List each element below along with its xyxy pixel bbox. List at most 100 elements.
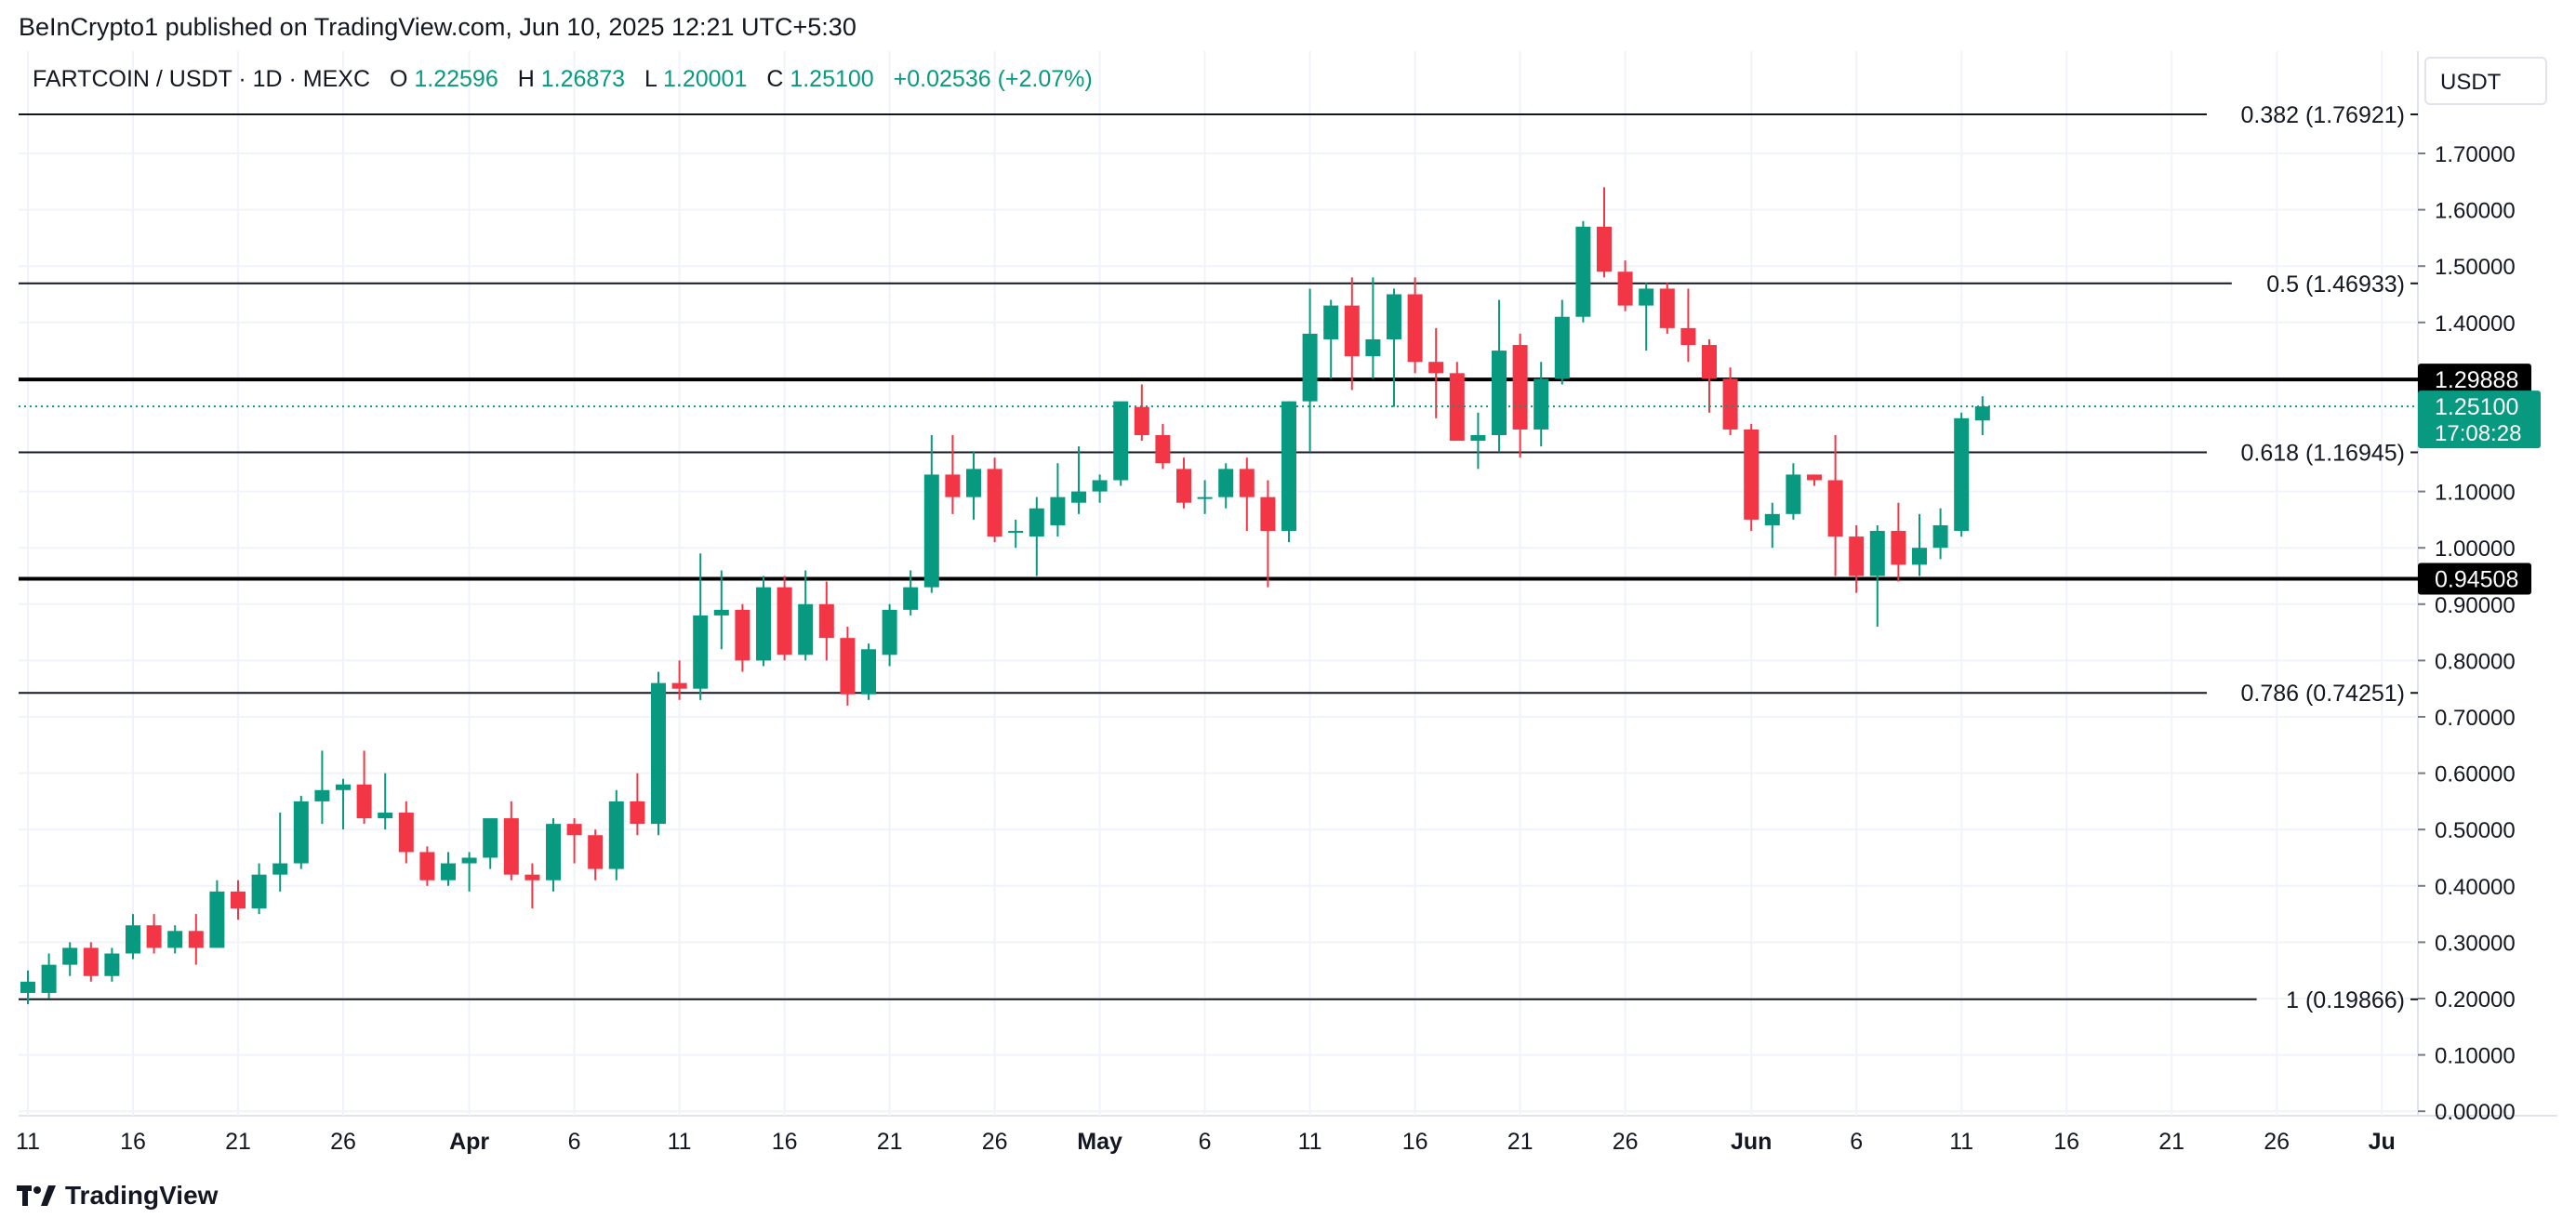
- candle[interactable]: [840, 627, 856, 706]
- candle[interactable]: [1407, 277, 1423, 374]
- candle[interactable]: [945, 435, 961, 514]
- candle[interactable]: [1387, 288, 1401, 407]
- candle[interactable]: [1113, 401, 1129, 486]
- candle[interactable]: [1974, 396, 1990, 435]
- currency-button[interactable]: USDT: [2424, 57, 2547, 105]
- candle[interactable]: [126, 914, 140, 960]
- candle[interactable]: [1239, 457, 1255, 532]
- candle[interactable]: [503, 801, 519, 880]
- candle[interactable]: [398, 801, 414, 864]
- candle[interactable]: [546, 818, 561, 892]
- candle[interactable]: [1428, 327, 1444, 418]
- candle[interactable]: [966, 452, 981, 520]
- candle[interactable]: [1680, 288, 1696, 363]
- candle[interactable]: [209, 880, 225, 948]
- candle[interactable]: [1932, 508, 1948, 560]
- tradingview-logo[interactable]: TradingView: [17, 1181, 218, 1211]
- candle[interactable]: [1176, 457, 1191, 509]
- candle[interactable]: [1722, 367, 1738, 435]
- candle[interactable]: [1260, 480, 1276, 588]
- candle[interactable]: [588, 829, 604, 880]
- candle[interactable]: [1302, 288, 1318, 453]
- candle[interactable]: [903, 570, 919, 616]
- candle[interactable]: [1029, 496, 1044, 576]
- candle[interactable]: [1639, 283, 1654, 351]
- candle[interactable]: [1281, 401, 1296, 543]
- candle[interactable]: [272, 813, 288, 892]
- candle[interactable]: [818, 581, 834, 661]
- candle[interactable]: [419, 846, 435, 886]
- candle[interactable]: [20, 970, 35, 1005]
- tradingview-logo-icon: [17, 1185, 56, 1206]
- candle[interactable]: [566, 818, 582, 864]
- candle[interactable]: [923, 435, 939, 593]
- candle[interactable]: [1912, 513, 1927, 576]
- candle[interactable]: [1071, 446, 1086, 514]
- candle[interactable]: [1323, 299, 1339, 379]
- candle[interactable]: [777, 576, 792, 661]
- candle[interactable]: [1869, 524, 1885, 628]
- candle[interactable]: [1849, 524, 1865, 593]
- candle[interactable]: [62, 942, 78, 976]
- candle[interactable]: [231, 880, 246, 920]
- candle[interactable]: [861, 643, 876, 700]
- candle-body: [1512, 345, 1528, 430]
- candle[interactable]: [378, 773, 393, 830]
- candle[interactable]: [1365, 277, 1381, 379]
- candle[interactable]: [1617, 260, 1633, 311]
- candle[interactable]: [1155, 423, 1171, 470]
- candle[interactable]: [1954, 412, 1970, 537]
- candle[interactable]: [713, 570, 729, 650]
- candle[interactable]: [188, 914, 204, 965]
- candle[interactable]: [1891, 502, 1906, 582]
- candle[interactable]: [1050, 463, 1066, 537]
- candle[interactable]: [735, 603, 750, 672]
- candle[interactable]: [104, 947, 120, 982]
- candle[interactable]: [483, 818, 498, 869]
- candle[interactable]: [1134, 384, 1149, 442]
- candle[interactable]: [1218, 463, 1234, 509]
- candle[interactable]: [146, 914, 162, 954]
- candle[interactable]: [41, 953, 57, 999]
- candle[interactable]: [1534, 362, 1549, 447]
- candle[interactable]: [356, 750, 372, 825]
- candle[interactable]: [798, 570, 814, 661]
- candle[interactable]: [1197, 480, 1213, 514]
- candle[interactable]: [1470, 412, 1486, 470]
- candle[interactable]: [1764, 502, 1780, 549]
- candle[interactable]: [1827, 435, 1843, 576]
- candle[interactable]: [1554, 299, 1570, 385]
- candle[interactable]: [524, 863, 540, 909]
- candle[interactable]: [756, 576, 771, 667]
- candle[interactable]: [651, 671, 666, 836]
- candle[interactable]: [461, 852, 477, 892]
- candle[interactable]: [1344, 277, 1360, 390]
- candle[interactable]: [1008, 519, 1024, 549]
- candle[interactable]: [251, 863, 267, 915]
- candle[interactable]: [1786, 463, 1801, 520]
- candle[interactable]: [83, 942, 99, 982]
- candle[interactable]: [1597, 187, 1612, 278]
- candle[interactable]: [1702, 338, 1717, 413]
- candle[interactable]: [314, 750, 330, 825]
- candle[interactable]: [1512, 333, 1528, 458]
- candle[interactable]: [1744, 423, 1759, 532]
- candle[interactable]: [693, 553, 709, 700]
- candle[interactable]: [987, 457, 1003, 543]
- candle[interactable]: [1092, 474, 1108, 503]
- candle[interactable]: [1659, 283, 1675, 334]
- candle[interactable]: [167, 925, 183, 954]
- candle[interactable]: [608, 789, 624, 880]
- candle[interactable]: [882, 603, 897, 667]
- candle[interactable]: [1575, 220, 1591, 323]
- candle[interactable]: [293, 795, 309, 869]
- candle[interactable]: [441, 852, 456, 886]
- candle[interactable]: [1807, 474, 1822, 486]
- candle[interactable]: [1449, 362, 1465, 442]
- candle[interactable]: [630, 773, 645, 836]
- candle[interactable]: [336, 778, 351, 830]
- x-tick-label: 11: [1949, 1129, 1973, 1155]
- candle[interactable]: [1492, 299, 1507, 453]
- candle[interactable]: [671, 660, 687, 700]
